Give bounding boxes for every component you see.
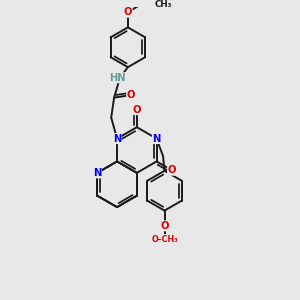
Text: O: O [124, 7, 132, 17]
Text: O: O [127, 90, 135, 100]
Text: O–CH₃: O–CH₃ [151, 235, 178, 244]
Text: N: N [152, 134, 161, 144]
Text: HN: HN [109, 73, 126, 83]
Text: O: O [168, 165, 176, 175]
Text: O: O [160, 221, 169, 231]
Text: CH₃: CH₃ [154, 0, 172, 9]
Text: N: N [113, 134, 121, 144]
Text: O: O [133, 105, 141, 115]
Text: N: N [93, 168, 101, 178]
